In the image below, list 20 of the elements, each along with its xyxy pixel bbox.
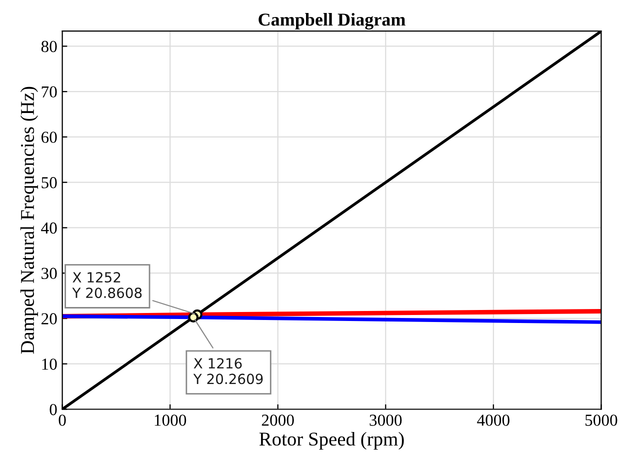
x-tick-label: 3000 xyxy=(370,414,402,426)
x-tick-label: 1000 xyxy=(154,414,186,426)
chart-title: Campbell Diagram xyxy=(258,13,406,30)
x-tick-label: 4000 xyxy=(477,414,510,426)
y-tick-label: 60 xyxy=(41,132,57,143)
annotation: X 1216 Y 20.2609 xyxy=(193,358,263,384)
x-axis-title: Rotor Speed (rpm) xyxy=(259,432,404,450)
y-tick-label: 0 xyxy=(50,404,57,416)
y-tick-label: 10 xyxy=(42,358,57,370)
annotation: X 1252 Y 20.8608 xyxy=(72,272,142,298)
x-tick-label: 5000 xyxy=(585,414,618,426)
y-tick-label: 30 xyxy=(42,268,57,280)
y-tick-label: 20 xyxy=(42,313,57,324)
y-tick-label: 50 xyxy=(42,177,57,188)
y-tick-label: 70 xyxy=(42,86,57,98)
x-tick-label: 0 xyxy=(58,414,66,426)
x-tick-label: 2000 xyxy=(262,414,294,426)
y-axis-title: Damped Natural Frequencies (Hz) xyxy=(20,86,38,354)
y-tick-label: 40 xyxy=(41,222,57,234)
y-tick-label: 80 xyxy=(41,40,57,52)
